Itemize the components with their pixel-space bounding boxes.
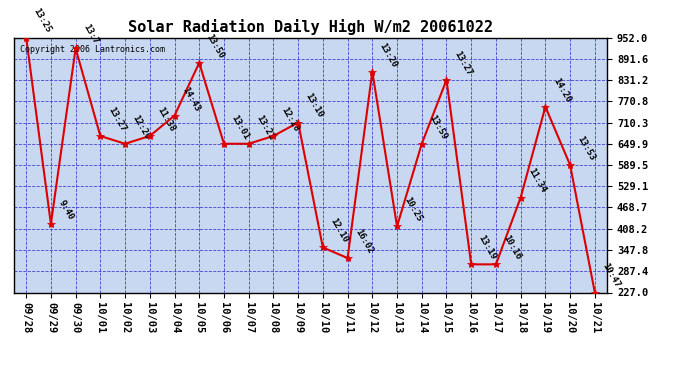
Title: Solar Radiation Daily High W/m2 20061022: Solar Radiation Daily High W/m2 20061022 [128, 19, 493, 35]
Text: 13:21: 13:21 [254, 113, 275, 141]
Text: 11:38: 11:38 [155, 105, 177, 133]
Text: 13:50: 13:50 [205, 32, 226, 60]
Text: 9:40: 9:40 [57, 198, 75, 221]
Text: 13:25: 13:25 [32, 7, 53, 35]
Text: 13:19: 13:19 [477, 234, 498, 262]
Text: 11:34: 11:34 [526, 167, 547, 195]
Text: 14:43: 14:43 [180, 85, 201, 113]
Text: 13:20: 13:20 [378, 41, 399, 69]
Text: 16:02: 16:02 [353, 228, 375, 255]
Text: 13:7: 13:7 [81, 22, 100, 46]
Text: 12:10: 12:10 [328, 217, 350, 245]
Text: 10:47: 10:47 [600, 262, 622, 290]
Text: 13:10: 13:10 [304, 92, 325, 120]
Text: 14:20: 14:20 [551, 76, 572, 104]
Text: 13:27: 13:27 [452, 50, 473, 77]
Text: 12:20: 12:20 [130, 113, 152, 141]
Text: Copyright 2006 Lantronics.com: Copyright 2006 Lantronics.com [20, 45, 165, 54]
Text: 10:25: 10:25 [402, 196, 424, 223]
Text: 13:27: 13:27 [106, 105, 127, 133]
Text: 13:01: 13:01 [230, 113, 250, 141]
Text: 12:28: 12:28 [279, 105, 300, 133]
Text: 13:59: 13:59 [427, 113, 449, 141]
Text: 10:16: 10:16 [502, 234, 523, 262]
Text: 13:53: 13:53 [575, 135, 597, 162]
